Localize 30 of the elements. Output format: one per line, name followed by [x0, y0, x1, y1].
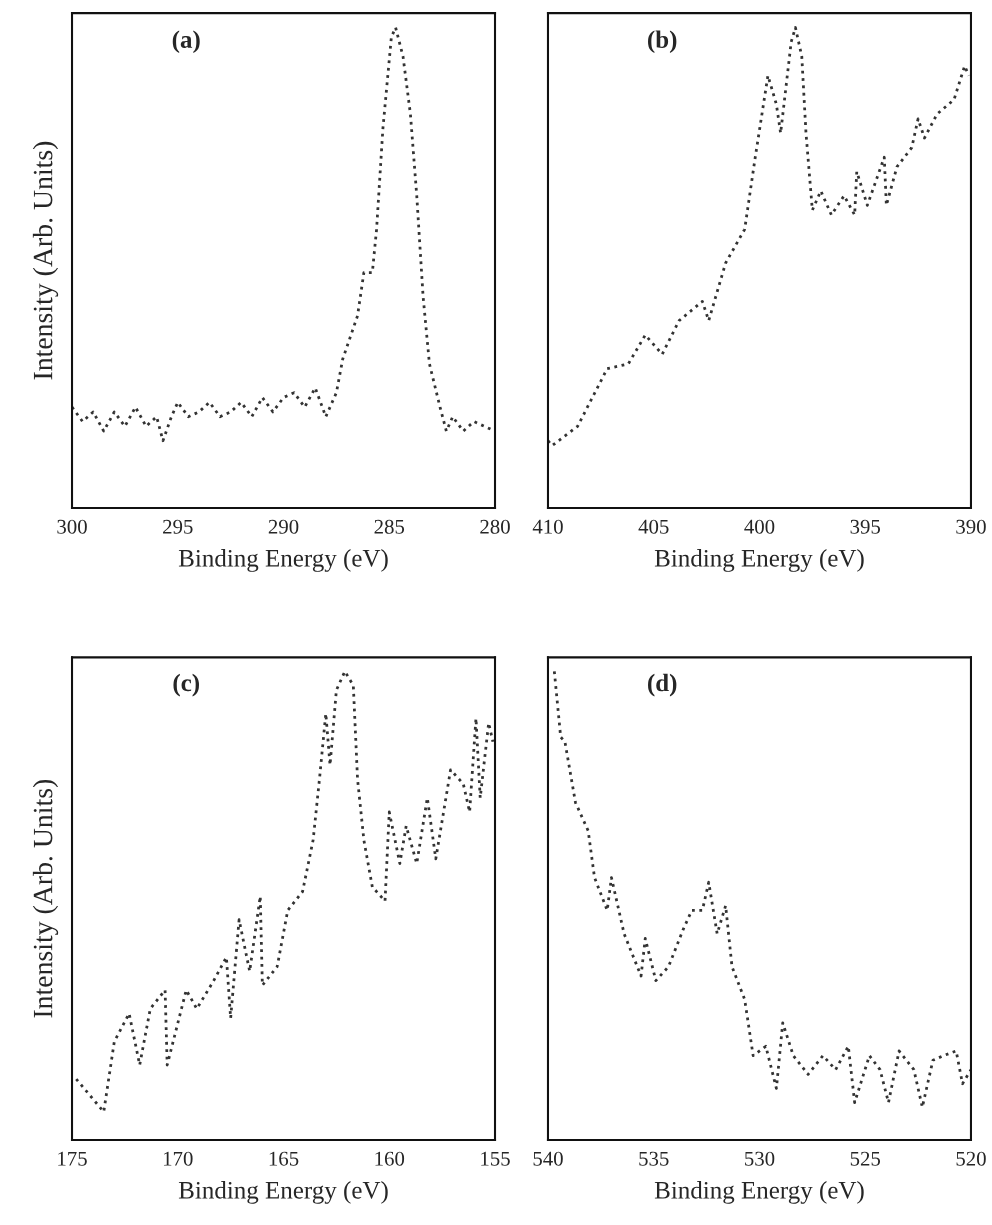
- x-tick-label: 535: [639, 1151, 669, 1166]
- y-axis-title: Intensity (Arb. Units): [32, 779, 59, 1018]
- x-tick-label: 520: [956, 1151, 986, 1166]
- x-axis-title: Binding Energy (eV): [654, 549, 864, 572]
- x-tick-label: 160: [375, 1151, 405, 1166]
- x-tick-label: 165: [269, 1151, 299, 1166]
- annotation: (d): [648, 673, 677, 697]
- x-tick-label: 285: [374, 519, 405, 534]
- x-axis-title: Binding Energy (eV): [654, 1181, 864, 1204]
- y-axis-title: Intensity (Arb. Units): [32, 141, 59, 380]
- x-tick-label: 410: [532, 519, 563, 534]
- x-tick-label: 395: [850, 519, 881, 534]
- x-tick-label: 175: [58, 1151, 87, 1166]
- x-tick-label: 540: [533, 1151, 563, 1166]
- x-tick-label: 170: [163, 1151, 193, 1166]
- x-tick-label: 405: [638, 519, 669, 534]
- x-tick-label: 525: [850, 1151, 881, 1166]
- x-tick-label: 300: [57, 519, 87, 534]
- x-axis-title: Binding Energy (eV): [178, 1181, 388, 1204]
- x-tick-label: 290: [268, 519, 299, 534]
- x-tick-label: 280: [480, 519, 510, 534]
- annotation: (c): [173, 673, 199, 697]
- x-tick-label: 530: [745, 1151, 775, 1166]
- annotation: (b): [648, 30, 677, 54]
- x-tick-label: 390: [956, 519, 986, 534]
- x-tick-label: 295: [163, 519, 193, 534]
- x-axis-title: Binding Energy (eV): [178, 549, 388, 572]
- x-tick-label: 400: [744, 519, 775, 534]
- annotation: (a): [172, 30, 200, 54]
- x-tick-label: 155: [481, 1151, 510, 1166]
